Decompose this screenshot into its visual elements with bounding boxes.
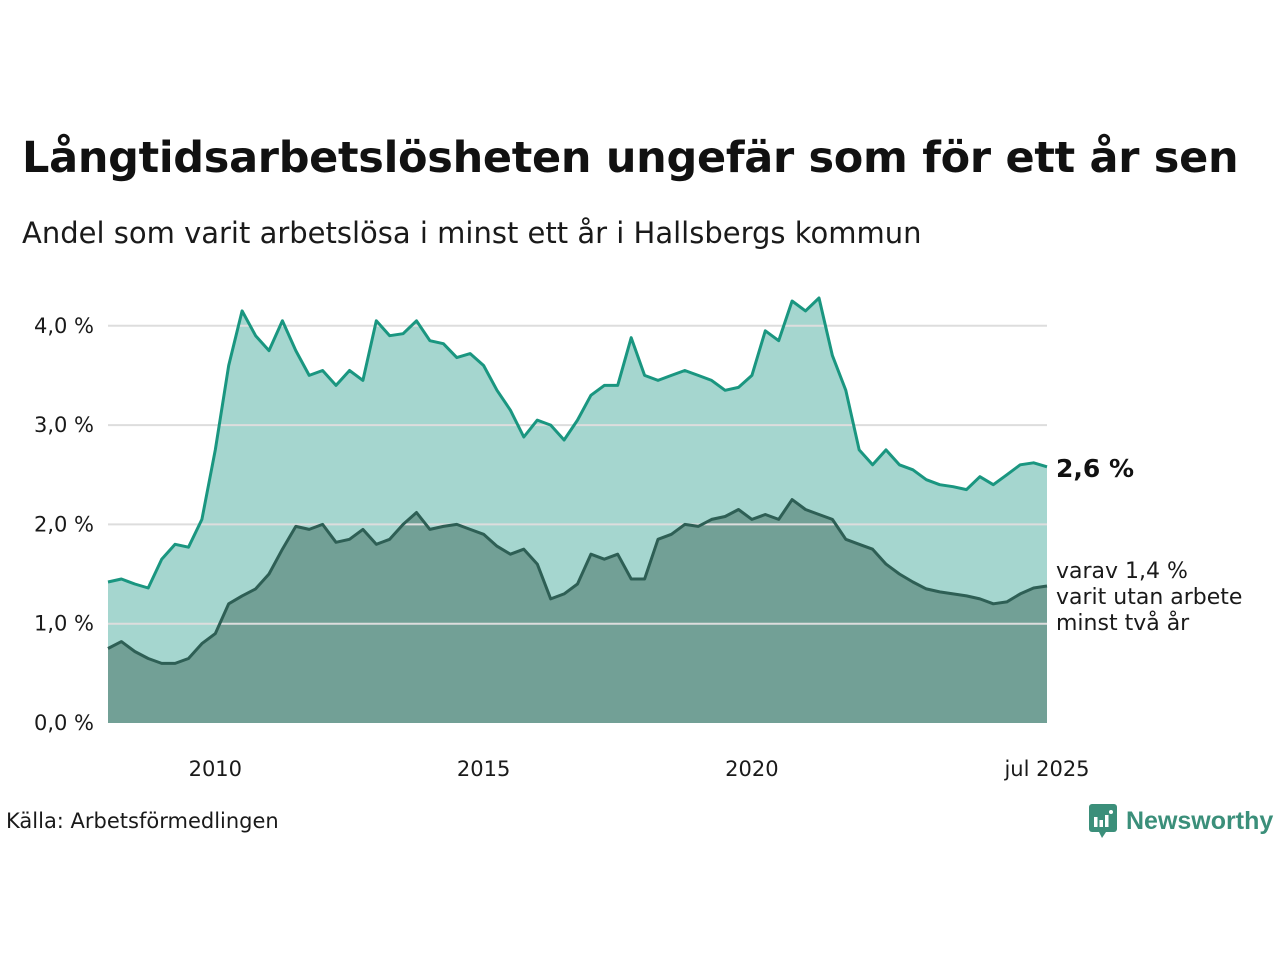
newsworthy-logo[interactable]: Newsworthy: [1088, 803, 1273, 839]
chart-title: Långtidsarbetslösheten ungefär som för e…: [22, 133, 1239, 183]
series-two-years-unemployed-line: [107, 498, 1048, 665]
x-tick-label: 2010: [189, 757, 242, 781]
x-tick-label: 2015: [457, 757, 510, 781]
source-note: Källa: Arbetsförmedlingen: [6, 809, 279, 833]
x-tick-label: jul 2025: [1003, 757, 1089, 781]
series-end-value-label: 2,6 %: [1056, 454, 1134, 483]
y-tick-label: 3,0 %: [34, 413, 94, 437]
newsworthy-logo-icon: [1089, 804, 1117, 838]
series-two-years-unemployed-area: [108, 499, 1047, 723]
y-tick-label: 0,0 %: [34, 711, 94, 735]
series-note-label-line: varav 1,4 %: [1056, 559, 1188, 584]
y-tick-label: 1,0 %: [34, 612, 94, 636]
series-note-label-line: minst två år: [1056, 610, 1190, 636]
newsworthy-logo-text: Newsworthy: [1126, 806, 1274, 835]
chart-subtitle: Andel som varit arbetslösa i minst ett å…: [22, 216, 922, 250]
x-tick-label: 2020: [725, 757, 778, 781]
series-note-label-line: varit utan arbete: [1056, 585, 1242, 610]
y-tick-label: 2,0 %: [34, 512, 94, 536]
y-tick-label: 4,0 %: [34, 314, 94, 338]
series-long-term-unemployed-line: [107, 296, 1048, 590]
